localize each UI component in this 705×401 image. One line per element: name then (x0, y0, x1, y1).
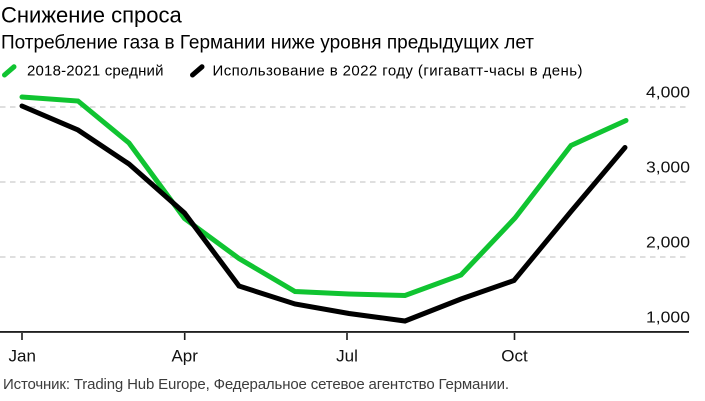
svg-text:Jan: Jan (8, 346, 35, 365)
svg-text:1,000: 1,000 (646, 309, 690, 326)
svg-text:3,000: 3,000 (646, 159, 690, 176)
svg-text:Apr: Apr (171, 346, 198, 365)
svg-text:4,000: 4,000 (646, 84, 690, 101)
svg-text:Использование в 2022 году (гиг: Использование в 2022 году (гигаватт-часы… (213, 63, 583, 80)
svg-text:Источник: Trading Hub Europe,: Источник: Trading Hub Europe, Федерально… (3, 376, 509, 393)
svg-text:Oct: Oct (501, 346, 528, 365)
svg-text:Jul: Jul (336, 346, 358, 365)
svg-text:2018-2021 средний: 2018-2021 средний (27, 63, 164, 80)
svg-text:2,000: 2,000 (646, 234, 690, 251)
svg-text:Снижение спроса: Снижение спроса (1, 3, 182, 28)
svg-text:Потребление газа в Германии ни: Потребление газа в Германии ниже уровня … (1, 33, 534, 54)
